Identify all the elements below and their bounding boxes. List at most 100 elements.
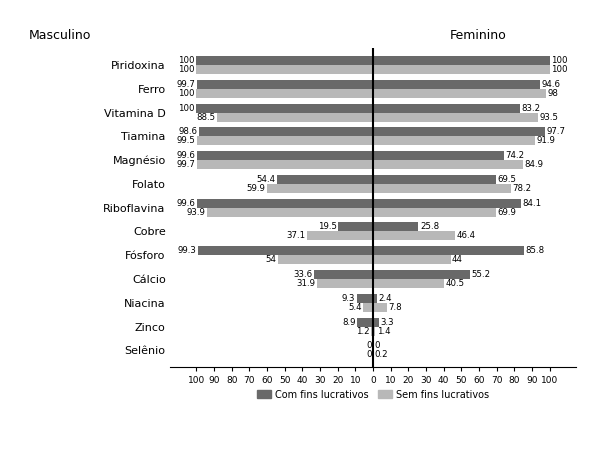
- Text: 93.9: 93.9: [187, 208, 206, 217]
- Text: 69.9: 69.9: [498, 208, 517, 217]
- Bar: [217, 113, 373, 122]
- Text: 0: 0: [366, 341, 372, 350]
- Bar: [373, 151, 504, 160]
- Bar: [197, 160, 373, 169]
- Bar: [373, 246, 524, 255]
- Bar: [371, 326, 373, 335]
- Text: 100: 100: [178, 56, 195, 65]
- Bar: [373, 128, 545, 136]
- Text: 69.5: 69.5: [497, 175, 516, 184]
- Text: 0: 0: [366, 350, 372, 359]
- Text: 1.2: 1.2: [356, 326, 369, 335]
- Bar: [197, 198, 373, 208]
- Bar: [373, 317, 379, 326]
- Text: 99.6: 99.6: [177, 151, 196, 160]
- Bar: [357, 317, 373, 326]
- Bar: [373, 255, 450, 264]
- Text: 59.9: 59.9: [247, 184, 266, 193]
- Text: 33.6: 33.6: [293, 270, 312, 279]
- Text: 5.4: 5.4: [348, 303, 362, 312]
- Legend: Com fins lucrativos, Sem fins lucrativos: Com fins lucrativos, Sem fins lucrativos: [254, 386, 492, 404]
- Bar: [373, 175, 496, 184]
- Bar: [278, 255, 373, 264]
- Text: 37.1: 37.1: [287, 232, 306, 241]
- Bar: [196, 104, 373, 113]
- Text: 2.4: 2.4: [379, 294, 392, 303]
- Text: 98: 98: [547, 89, 558, 98]
- Text: Masculino: Masculino: [29, 29, 92, 42]
- Text: 44: 44: [452, 255, 463, 264]
- Text: 7.8: 7.8: [388, 303, 402, 312]
- Text: 84.1: 84.1: [523, 198, 542, 208]
- Text: 74.2: 74.2: [505, 151, 524, 160]
- Text: 46.4: 46.4: [456, 232, 475, 241]
- Bar: [197, 136, 373, 145]
- Text: 100: 100: [551, 56, 567, 65]
- Bar: [373, 279, 444, 288]
- Bar: [373, 89, 546, 98]
- Text: 3.3: 3.3: [380, 317, 394, 326]
- Bar: [373, 222, 418, 231]
- Text: 100: 100: [178, 104, 195, 113]
- Bar: [196, 89, 373, 98]
- Bar: [373, 80, 540, 89]
- Bar: [197, 246, 373, 255]
- Text: 1.4: 1.4: [377, 326, 391, 335]
- Text: 54: 54: [265, 255, 276, 264]
- Bar: [373, 65, 550, 74]
- Text: 99.7: 99.7: [177, 80, 196, 89]
- Bar: [197, 80, 373, 89]
- Text: 99.7: 99.7: [177, 160, 196, 169]
- Text: 98.6: 98.6: [178, 128, 197, 136]
- Text: 94.6: 94.6: [541, 80, 560, 89]
- Text: 88.5: 88.5: [196, 113, 215, 122]
- Text: 25.8: 25.8: [420, 222, 439, 231]
- Text: 97.7: 97.7: [547, 128, 566, 136]
- Text: 40.5: 40.5: [446, 279, 465, 288]
- Bar: [277, 175, 373, 184]
- Bar: [307, 231, 373, 241]
- Text: 9.3: 9.3: [342, 294, 355, 303]
- Bar: [373, 184, 511, 193]
- Text: 54.4: 54.4: [256, 175, 275, 184]
- Text: 0.2: 0.2: [375, 350, 388, 359]
- Text: 83.2: 83.2: [521, 104, 540, 113]
- Bar: [373, 270, 470, 279]
- Text: 100: 100: [178, 89, 195, 98]
- Bar: [197, 151, 373, 160]
- Bar: [373, 198, 521, 208]
- Text: 0: 0: [374, 341, 380, 350]
- Text: 99.3: 99.3: [177, 246, 196, 255]
- Bar: [339, 222, 373, 231]
- Bar: [373, 56, 550, 65]
- Bar: [356, 294, 373, 303]
- Text: 84.9: 84.9: [524, 160, 543, 169]
- Bar: [314, 270, 373, 279]
- Bar: [373, 303, 387, 312]
- Text: 93.5: 93.5: [540, 113, 558, 122]
- Bar: [373, 294, 377, 303]
- Text: 19.5: 19.5: [318, 222, 337, 231]
- Bar: [196, 65, 373, 74]
- Bar: [373, 326, 375, 335]
- Bar: [373, 113, 538, 122]
- Bar: [373, 231, 455, 241]
- Bar: [373, 160, 523, 169]
- Bar: [267, 184, 373, 193]
- Text: 78.2: 78.2: [512, 184, 531, 193]
- Text: 85.8: 85.8: [526, 246, 545, 255]
- Text: 91.9: 91.9: [537, 136, 556, 145]
- Text: 99.6: 99.6: [177, 198, 196, 208]
- Bar: [317, 279, 373, 288]
- Bar: [373, 208, 496, 217]
- Bar: [373, 136, 535, 145]
- Text: 55.2: 55.2: [472, 270, 491, 279]
- Text: 31.9: 31.9: [296, 279, 315, 288]
- Text: 99.5: 99.5: [177, 136, 196, 145]
- Text: 100: 100: [178, 65, 195, 74]
- Bar: [207, 208, 373, 217]
- Bar: [373, 104, 520, 113]
- Text: 100: 100: [551, 65, 567, 74]
- Text: Feminino: Feminino: [450, 29, 507, 42]
- Bar: [196, 56, 373, 65]
